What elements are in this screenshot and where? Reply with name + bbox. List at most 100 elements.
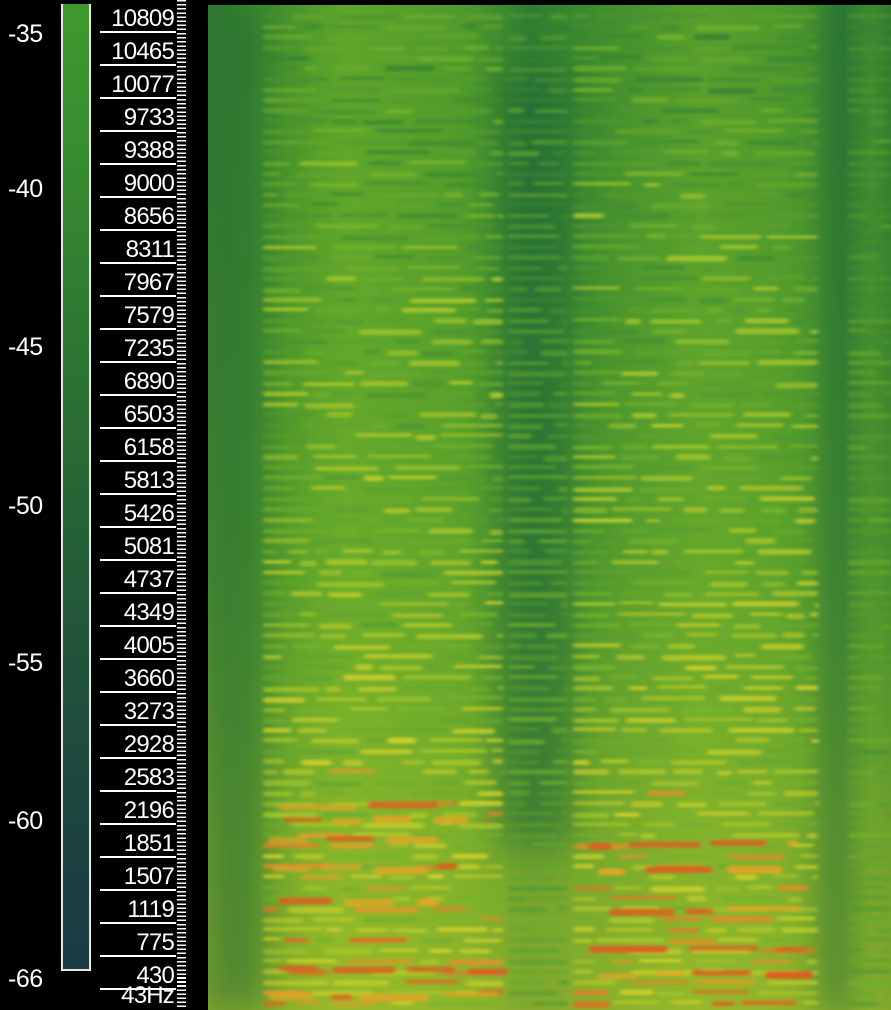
frequency-label: 6503 <box>123 401 175 428</box>
frequency-underline <box>100 988 176 990</box>
frequency-ticks <box>177 33 186 66</box>
frequency-ticks <box>177 396 186 429</box>
frequency-underline <box>100 163 176 165</box>
frequency-underline <box>100 592 176 594</box>
frequency-underline <box>100 691 176 693</box>
frequency-underline <box>100 658 176 660</box>
db-scale: -35 -40 -45 -50 -55 -60 -66 <box>0 0 98 1010</box>
frequency-ticks <box>177 977 186 1010</box>
frequency-ticks <box>177 462 186 495</box>
frequency-label: 9733 <box>123 104 175 131</box>
frequency-underline <box>100 559 176 561</box>
frequency-label: 1851 <box>123 830 175 857</box>
frequency-label: 8311 <box>125 236 175 263</box>
frequency-ticks <box>177 594 186 627</box>
frequency-underline <box>100 64 176 66</box>
spectrogram-canvas <box>208 5 891 1010</box>
frequency-ticks <box>177 231 186 264</box>
frequency-ticks <box>177 759 186 792</box>
frequency-ticks <box>177 99 186 132</box>
frequency-underline <box>100 460 176 462</box>
frequency-underline <box>100 295 176 297</box>
frequency-label: 7579 <box>123 302 175 329</box>
frequency-label: 6158 <box>123 434 175 461</box>
frequency-underline <box>100 130 176 132</box>
frequency-underline <box>100 889 176 891</box>
frequency-underline <box>100 31 176 33</box>
frequency-label: 5813 <box>123 467 175 494</box>
frequency-ticks <box>177 957 186 990</box>
frequency-label: 1507 <box>123 863 175 890</box>
frequency-ticks <box>177 825 186 858</box>
frequency-label: 43Hz <box>121 982 175 1009</box>
frequency-ticks <box>177 330 186 363</box>
frequency-underline <box>100 526 176 528</box>
frequency-label: 5081 <box>123 533 175 560</box>
frequency-underline <box>100 394 176 396</box>
frequency-underline <box>100 757 176 759</box>
frequency-underline <box>100 823 176 825</box>
frequency-ticks <box>177 429 186 462</box>
frequency-ticks <box>177 297 186 330</box>
frequency-ticks <box>177 264 186 297</box>
frequency-underline <box>100 262 176 264</box>
frequency-label: 10077 <box>111 71 175 98</box>
frequency-ticks <box>177 627 186 660</box>
spectrogram-plot <box>208 5 891 1010</box>
frequency-label: 4349 <box>123 599 175 626</box>
frequency-underline <box>100 790 176 792</box>
frequency-label: 430 <box>136 962 174 989</box>
frequency-label: 7967 <box>123 269 175 296</box>
frequency-underline <box>100 856 176 858</box>
db-label: -50 <box>8 492 43 520</box>
frequency-label: 10465 <box>111 38 175 65</box>
frequency-label: 2196 <box>123 797 175 824</box>
frequency-scale: 10809 10465 10077 9733 9388 9000 8656 83… <box>98 0 188 1010</box>
frequency-ticks <box>177 0 186 33</box>
frequency-label: 2583 <box>123 764 175 791</box>
frequency-underline <box>100 361 176 363</box>
frequency-underline <box>100 493 176 495</box>
frequency-label: 2928 <box>123 731 175 758</box>
db-label: -60 <box>8 807 43 835</box>
frequency-underline <box>100 724 176 726</box>
frequency-ticks <box>177 924 186 957</box>
frequency-ticks <box>177 132 186 165</box>
frequency-label: 1119 <box>127 896 174 923</box>
frequency-label: 9388 <box>123 137 175 164</box>
db-label: -35 <box>8 20 43 48</box>
frequency-ticks <box>177 165 186 198</box>
frequency-underline <box>100 229 176 231</box>
frequency-underline <box>100 625 176 627</box>
frequency-ticks <box>177 792 186 825</box>
frequency-label: 775 <box>136 929 174 956</box>
frequency-ticks <box>177 495 186 528</box>
frequency-label: 3660 <box>123 665 175 692</box>
db-label: -45 <box>8 333 43 361</box>
frequency-label: 9000 <box>123 170 175 197</box>
frequency-ticks <box>177 726 186 759</box>
frequency-label: 6890 <box>123 368 175 395</box>
frequency-ticks <box>177 693 186 726</box>
frequency-label: 7235 <box>123 335 175 362</box>
frequency-ticks <box>177 561 186 594</box>
frequency-ticks <box>177 66 186 99</box>
frequency-ticks <box>177 660 186 693</box>
harmonic-bands <box>263 13 891 1008</box>
db-label: -66 <box>8 965 43 993</box>
frequency-label: 4737 <box>123 566 175 593</box>
frequency-label: 3273 <box>123 698 175 725</box>
frequency-underline <box>100 196 176 198</box>
db-label: -40 <box>8 175 43 203</box>
frequency-underline <box>100 955 176 957</box>
frequency-underline <box>100 328 176 330</box>
frequency-underline <box>100 427 176 429</box>
frequency-label: 5426 <box>123 500 175 527</box>
frequency-underline <box>100 97 176 99</box>
frequency-ticks <box>177 363 186 396</box>
frequency-underline <box>100 922 176 924</box>
frequency-ticks <box>177 198 186 231</box>
frequency-label: 8656 <box>123 203 175 230</box>
frequency-ticks <box>177 528 186 561</box>
